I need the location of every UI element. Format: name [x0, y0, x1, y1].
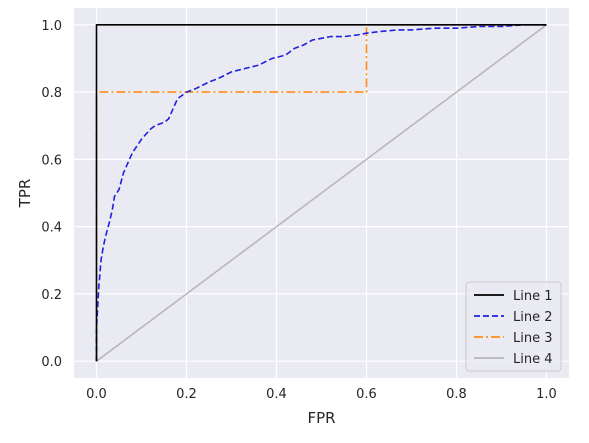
legend-label-line-3: Line 3	[513, 331, 553, 346]
legend: Line 1 Line 2 Line 3 Line 4	[465, 281, 562, 372]
y-axis-label: TPR	[16, 179, 34, 209]
legend-label-line-2: Line 2	[513, 310, 553, 325]
x-tick-label: 1.0	[536, 387, 557, 402]
series-line-1	[95, 23, 547, 362]
series-line-4	[96, 24, 547, 362]
x-tick-label: 0.8	[446, 387, 467, 402]
x-tick-labels: 0.0 0.2 0.4 0.6 0.8 1.0	[86, 387, 557, 402]
y-tick-label: 0.4	[41, 221, 62, 236]
legend-label-line-1: Line 1	[513, 289, 553, 304]
legend-label-line-4: Line 4	[513, 352, 553, 367]
series-line-2	[95, 23, 547, 362]
x-axis-label: FPR	[307, 409, 335, 427]
series-layer	[95, 23, 547, 362]
x-tick-label: 0.2	[176, 387, 197, 402]
y-tick-labels: 0.0 0.2 0.4 0.6 0.8 1.0	[41, 19, 62, 370]
legend-box	[465, 281, 562, 372]
x-tick-label: 0.6	[356, 387, 377, 402]
y-tick-label: 0.6	[41, 153, 62, 168]
y-tick-label: 0.0	[41, 355, 62, 370]
y-tick-label: 1.0	[41, 19, 62, 34]
y-tick-label: 0.8	[41, 86, 62, 101]
x-tick-label: 0.0	[86, 387, 107, 402]
x-tick-label: 0.4	[266, 387, 287, 402]
y-tick-label: 0.2	[41, 288, 62, 303]
